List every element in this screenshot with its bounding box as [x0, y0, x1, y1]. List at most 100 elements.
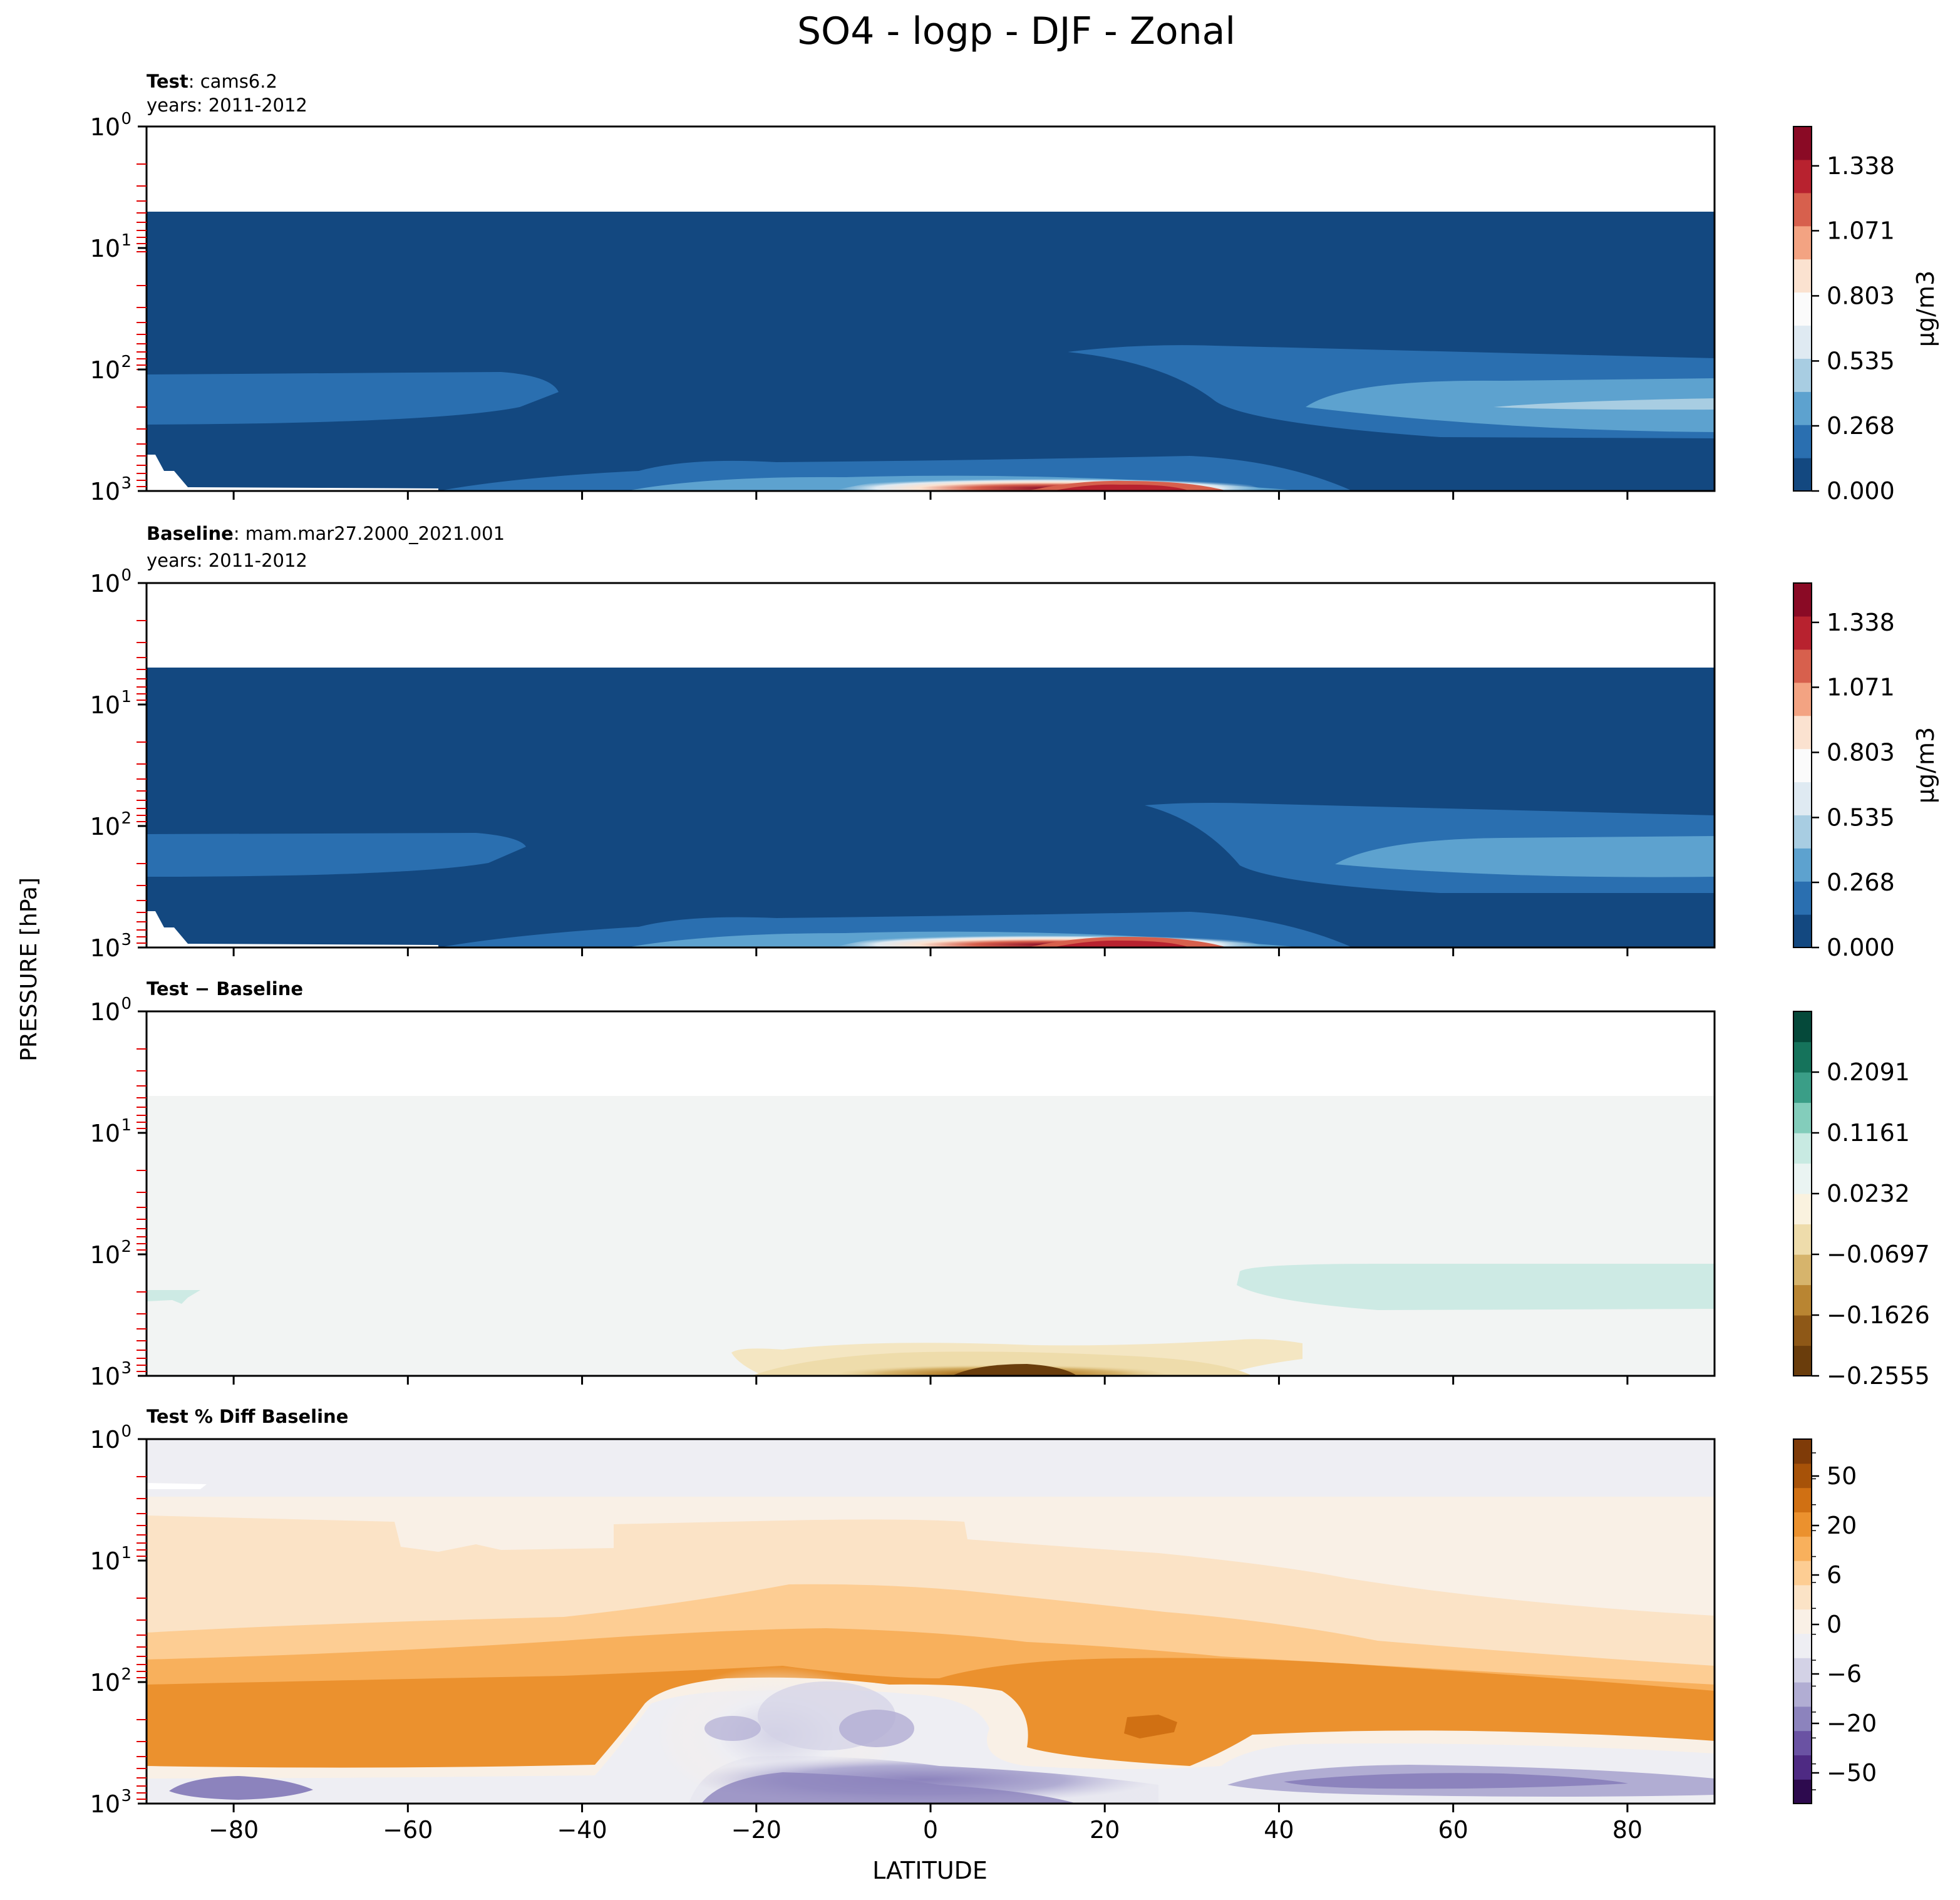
- y-tick-label: 10: [90, 235, 120, 262]
- colorbar-frame: [1793, 582, 1812, 948]
- panel-percent-difference-y-ticks: 10 0 10 1 10 2 10 3: [90, 1422, 147, 1818]
- panel-baseline-field: [147, 583, 1715, 947]
- y-tick-label: 10: [90, 998, 120, 1026]
- panel-baseline-heading: Baseline: mam.mar27.2000_2021.001: [147, 523, 505, 544]
- x-tick-label: −20: [731, 1816, 781, 1844]
- colorbar-tick-label: 0.2091: [1827, 1058, 1910, 1086]
- panel-percent-difference-field: [147, 1439, 1715, 1804]
- y-tick-exponent: 0: [121, 110, 132, 128]
- y-tick-exponent: 1: [121, 1116, 132, 1135]
- colorbar-segment: [1793, 1133, 1812, 1164]
- x-tick-label: 60: [1438, 1816, 1468, 1844]
- colorbar-segment: [1793, 358, 1812, 392]
- colorbar-tick-label: −50: [1827, 1759, 1877, 1787]
- colorbar-segment: [1793, 782, 1812, 815]
- colorbar-tick-label: −6: [1827, 1660, 1862, 1688]
- panel-baseline-heading-rest: : mam.mar27.2000_2021.001: [234, 523, 505, 544]
- colorbar-segment: [1793, 616, 1812, 650]
- panel-percent-difference-heading: Test % Diff Baseline: [147, 1406, 348, 1427]
- colorbar-tick-label: 0.000: [1827, 934, 1895, 961]
- colorbar-segment: [1793, 1439, 1812, 1464]
- panel-test-colorbar: 0.000 0.268 0.535 0.803 1.071 1.338 μg/m3: [1793, 126, 1939, 505]
- colorbar-segment: [1793, 1102, 1812, 1133]
- x-axis-label: LATITUDE: [872, 1857, 988, 1884]
- y-tick-label: 10: [90, 356, 120, 384]
- panel-percent-difference-colorbar: −50 −20 −6 0 6 20 50: [1793, 1438, 1877, 1804]
- colorbar-segment: [1793, 1536, 1812, 1561]
- panel-percent-difference-heading-bold: Test % Diff Baseline: [147, 1406, 348, 1427]
- x-tick-label: 20: [1090, 1816, 1120, 1844]
- y-tick-label: 10: [90, 1363, 120, 1390]
- colorbar-segment: [1793, 1487, 1812, 1512]
- panel-baseline-colorbar: 0.000 0.268 0.535 0.803 1.071 1.338 μg/m3: [1793, 582, 1939, 961]
- colorbar-segment: [1793, 1658, 1812, 1683]
- colorbar-segment: [1793, 914, 1812, 948]
- colorbar-segment: [1793, 1561, 1812, 1586]
- colorbar-segment: [1793, 1163, 1812, 1194]
- colorbar-segment: [1793, 649, 1812, 683]
- colorbar-segment: [1793, 1706, 1812, 1732]
- colorbar-tick-label: 1.338: [1827, 152, 1895, 180]
- colorbar-segment: [1793, 1315, 1812, 1346]
- panel-difference-x-ticks: [232, 1376, 1629, 1385]
- colorbar-tick-label: −0.1626: [1827, 1301, 1930, 1329]
- y-tick-exponent: 2: [121, 1237, 132, 1256]
- y-tick-exponent: 1: [121, 688, 132, 706]
- colorbar-segment: [1793, 1584, 1812, 1610]
- panel-test-heading-rest: : cams6.2: [188, 71, 277, 92]
- panel-baseline-subheading: years: 2011-2012: [147, 550, 307, 571]
- y-tick-exponent: 0: [121, 566, 132, 585]
- y-tick-label: 10: [90, 813, 120, 840]
- colorbar-segment: [1793, 848, 1812, 882]
- colorbar-segment: [1793, 259, 1812, 293]
- y-tick-exponent: 2: [121, 353, 132, 371]
- colorbar-segment: [1793, 1682, 1812, 1707]
- panel-test: Test: cams6.2 years: 2011-2012: [90, 71, 1939, 505]
- panel-test-field: [147, 126, 1715, 491]
- colorbar-segment: [1793, 1041, 1812, 1073]
- colorbar-segment: [1793, 815, 1812, 849]
- panel-difference-field: [147, 1011, 1715, 1376]
- panel-percent-difference-x-ticks: −80 −60 −40 −20 0 20 40 60 80: [209, 1804, 1643, 1844]
- colorbar-segment: [1793, 458, 1812, 492]
- colorbar-tick-label: 50: [1827, 1462, 1857, 1490]
- y-tick-exponent: 0: [121, 1422, 132, 1441]
- colorbar-tick-label: 0.803: [1827, 282, 1895, 309]
- colorbar-segment: [1793, 682, 1812, 716]
- panel-difference-colorbar: −0.2555 −0.1626 −0.0697 0.0232 0.1161 0.2091: [1793, 1011, 1930, 1390]
- x-tick-label: 80: [1612, 1816, 1643, 1844]
- colorbar-segment: [1793, 159, 1812, 194]
- colorbar-tick-label: 0.535: [1827, 347, 1895, 374]
- panel-test-y-ticks: 10 0 10 1 10 2 10 3: [90, 110, 147, 505]
- colorbar-tick-label: 0.268: [1827, 412, 1895, 440]
- colorbar-segment: [1793, 1512, 1812, 1537]
- panel-difference-y-ticks: 10 0 10 1 10 2 10 3: [90, 994, 147, 1390]
- colorbar-segment: [1793, 1194, 1812, 1225]
- panel-test-heading-bold: Test: [147, 71, 188, 92]
- figure-title: SO4 - logp - DJF - Zonal: [797, 9, 1235, 53]
- colorbar-segment: [1793, 126, 1812, 160]
- y-tick-exponent: 2: [121, 1665, 132, 1684]
- x-tick-label: −80: [209, 1816, 259, 1844]
- panel-baseline: Baseline: mam.mar27.2000_2021.001 years:…: [90, 523, 1939, 962]
- colorbar-segment: [1793, 1609, 1812, 1634]
- panel-percent-difference-minor-ticks: [137, 1476, 147, 1800]
- y-tick-label: 10: [90, 1120, 120, 1147]
- panel-baseline-y-ticks: 10 0 10 1 10 2 10 3: [90, 566, 147, 962]
- colorbar-tick-label: 1.071: [1827, 217, 1895, 244]
- panel-difference: Test − Baseline 10 0 10 1 10 2 10 3: [90, 978, 1930, 1390]
- colorbar-segment: [1793, 1463, 1812, 1489]
- y-tick-exponent: 0: [121, 994, 132, 1013]
- y-tick-exponent: 3: [121, 1359, 132, 1378]
- colorbar-segment: [1793, 1284, 1812, 1316]
- colorbar-segment: [1793, 292, 1812, 326]
- colorbar-segment: [1793, 1755, 1812, 1780]
- colorbar-segment: [1793, 1254, 1812, 1286]
- colorbar-tick-label: 0: [1827, 1611, 1842, 1638]
- y-tick-label: 10: [90, 1669, 120, 1696]
- colorbar-frame: [1793, 1438, 1812, 1804]
- colorbar-tick-label: −0.2555: [1827, 1362, 1930, 1390]
- colorbar-tick-label: 0.000: [1827, 477, 1895, 505]
- y-tick-label: 10: [90, 478, 120, 505]
